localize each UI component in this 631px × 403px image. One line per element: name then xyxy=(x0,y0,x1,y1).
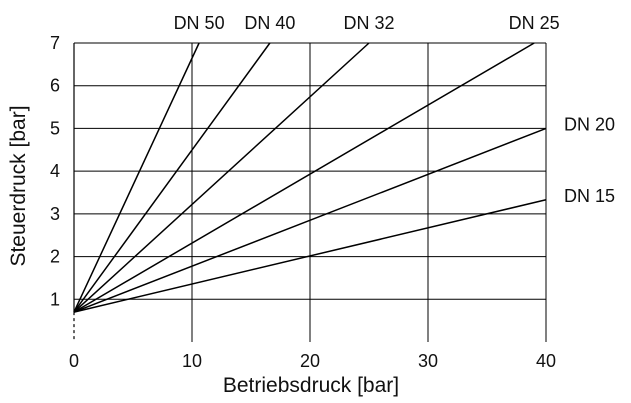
x-tick-label-0: 0 xyxy=(69,351,79,371)
series-line-dn-50 xyxy=(73,42,200,313)
series-line-dn-20 xyxy=(73,127,547,313)
y-tick-label-4: 4 xyxy=(50,161,60,181)
series-label-dn-25: DN 25 xyxy=(509,13,560,33)
series-line-dn-32 xyxy=(73,42,370,313)
series-line-dn-15 xyxy=(73,199,547,313)
y-tick-label-7: 7 xyxy=(50,33,60,53)
y-tick-label-2: 2 xyxy=(50,247,60,267)
y-tick-label-1: 1 xyxy=(50,289,60,309)
series-labels: DN 50 DN 40 DN 32 DN 25 DN 20 DN 15 xyxy=(174,13,615,206)
x-tick-label-20: 20 xyxy=(300,351,320,371)
y-axis-label: Steuerdruck [bar] xyxy=(7,105,30,266)
series-label-dn-32: DN 32 xyxy=(343,13,394,33)
series-label-dn-20: DN 20 xyxy=(564,114,615,134)
grid xyxy=(73,42,547,342)
y-tick-label-5: 5 xyxy=(50,118,60,138)
x-tick-label-30: 30 xyxy=(418,351,438,371)
x-tick-label-10: 10 xyxy=(182,351,202,371)
series-label-dn-40: DN 40 xyxy=(244,13,295,33)
tick-labels: 0 10 20 30 40 1 2 3 4 5 6 7 xyxy=(50,33,556,371)
series-line-dn-25 xyxy=(73,42,535,313)
y-tick-label-6: 6 xyxy=(50,76,60,96)
x-tick-label-40: 40 xyxy=(536,351,556,371)
x-axis-label: Betriebsdruck [bar] xyxy=(223,374,399,397)
series-lines xyxy=(73,42,547,313)
series-label-dn-15: DN 15 xyxy=(564,186,615,206)
series-label-dn-50: DN 50 xyxy=(174,13,225,33)
series-line-dn-40 xyxy=(73,42,271,313)
y-tick-label-3: 3 xyxy=(50,204,60,224)
